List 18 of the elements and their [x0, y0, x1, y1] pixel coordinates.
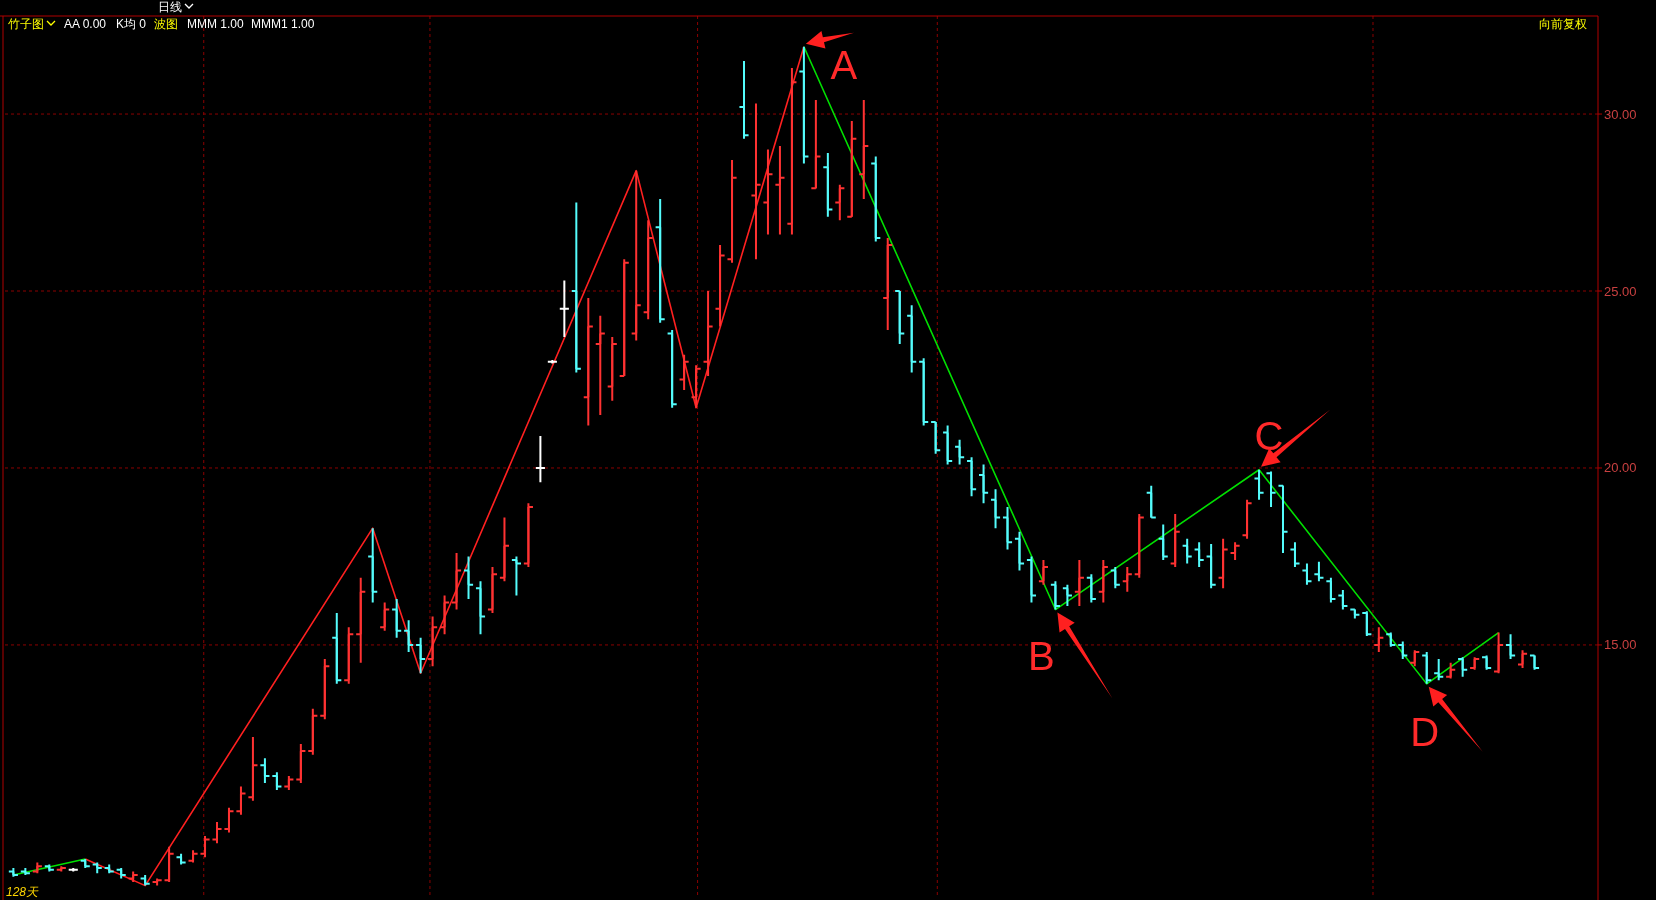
annotation: K均 0 [116, 17, 147, 31]
annotation: 128天 [6, 885, 40, 899]
annotation: 向前复权 [1539, 17, 1587, 31]
annotation: AA 0.00 [64, 17, 107, 31]
annotation: 波图 [154, 17, 178, 31]
line-series [803, 45, 1500, 685]
annotation: A [830, 43, 858, 88]
annotation: MMM 1.00 [187, 17, 244, 31]
annotation: C [1254, 414, 1284, 459]
text: 日线 [158, 0, 182, 14]
y-tick-label: 25.00 [1604, 283, 1637, 299]
annotation: MMM1 1.00 [251, 17, 315, 31]
annotation: 竹子图 [8, 17, 44, 31]
annotation: D [1410, 710, 1440, 755]
y-tick-label: 30.00 [1604, 106, 1637, 122]
y-tick-label: 15.00 [1604, 637, 1637, 653]
y-tick-label: 20.00 [1604, 460, 1637, 476]
annotation: B [1028, 634, 1055, 679]
